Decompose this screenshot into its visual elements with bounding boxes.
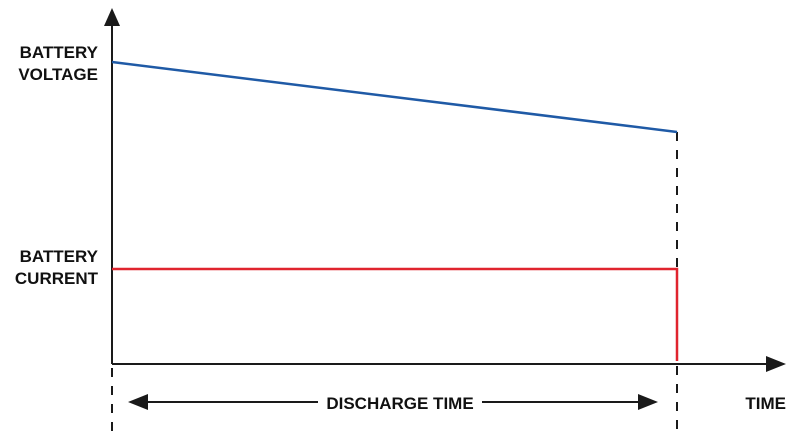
current-line [112, 267, 679, 361]
y-axis-arrowhead [104, 8, 120, 26]
x-axis-arrowhead [766, 356, 786, 372]
discharge-arrow-left-head [128, 394, 148, 410]
current-label-line1: BATTERY [20, 247, 99, 266]
discharge-time-label: DISCHARGE TIME [326, 394, 473, 413]
time-label: TIME [745, 394, 786, 413]
voltage-line [111, 60, 678, 134]
voltage-label-line2: VOLTAGE [18, 65, 98, 84]
voltage-label-line1: BATTERY [20, 43, 99, 62]
discharge-arrow-right-head [638, 394, 658, 410]
current-label-line2: CURRENT [15, 269, 99, 288]
